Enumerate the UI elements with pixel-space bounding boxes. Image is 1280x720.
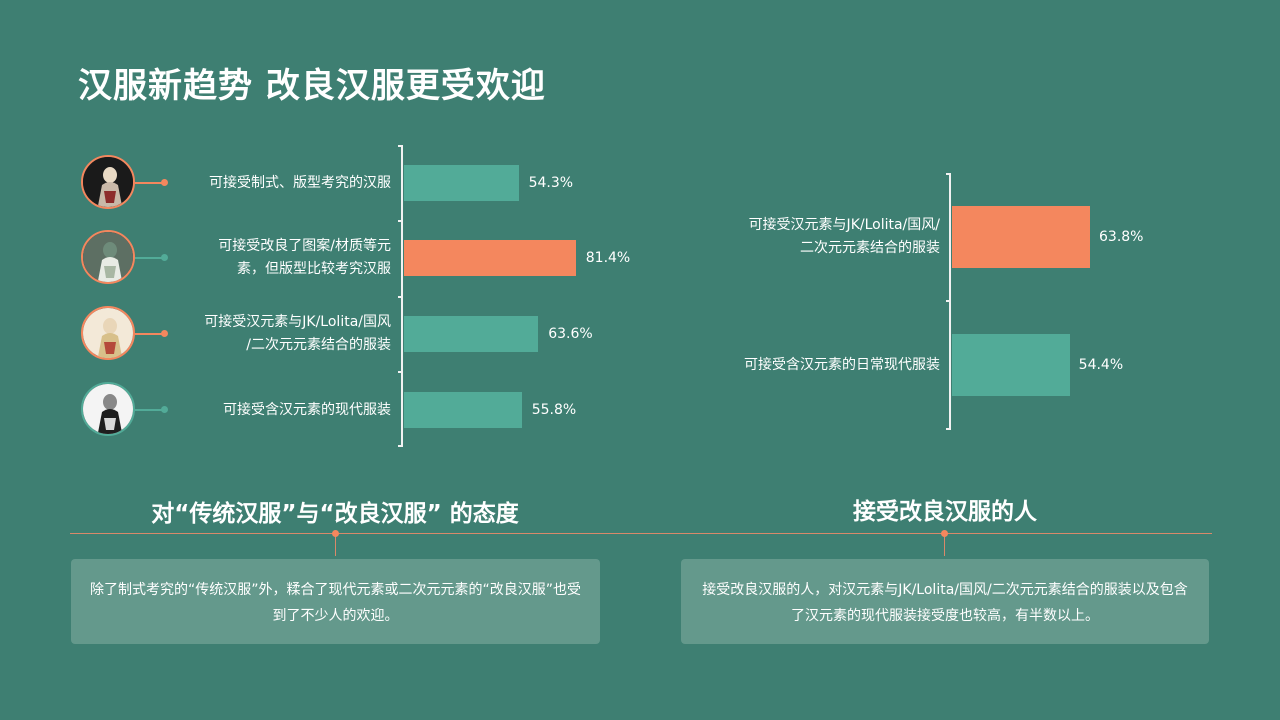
bar-category-label-line: 素，但版型比较考究汉服 [237, 261, 391, 277]
page-title: 汉服新趋势 改良汉服更受欢迎 [78, 66, 546, 106]
left-axis-tick [398, 296, 403, 298]
bar-value-label: 55.8% [531, 402, 577, 418]
bar-category-label: 可接受含汉元素的日常现代服装 [744, 354, 940, 377]
bar [952, 334, 1070, 396]
bar-value-label: 54.3% [528, 175, 574, 191]
section-heading-attitude: 对“传统汉服”与“改良汉服” 的态度 [151, 501, 519, 527]
bar-value-label: 63.8% [1099, 229, 1144, 245]
bar-category-label-line: 可接受含汉元素的现代服装 [223, 401, 391, 418]
bar-category-label: 可接受汉元素与JK/Lolita/国风/二次元元素结合的服装 [204, 311, 391, 357]
hanfu-photo-4-icon [81, 382, 135, 436]
section-heading-accept: 接受改良汉服的人 [853, 499, 1037, 525]
bar-value-label: 81.4% [585, 250, 631, 266]
hanfu-photo-1-icon [81, 155, 135, 209]
left-axis-tick [398, 371, 403, 373]
avatar-connector [135, 257, 163, 259]
avatar-connector [135, 182, 163, 184]
bar-category-label-line: /二次元元素结合的服装 [246, 337, 391, 353]
bar-value-label: 54.4% [1078, 357, 1124, 373]
avatar-connector-dot [161, 179, 168, 186]
avatar-connector [135, 333, 163, 335]
left-axis-tick [398, 145, 403, 147]
bar-category-label: 可接受含汉元素的现代服装 [223, 399, 391, 422]
left-axis-tick [398, 220, 403, 222]
avatar-connector-dot [161, 330, 168, 337]
right-axis-tick [946, 173, 951, 175]
bar-category-label: 可接受制式、版型考究的汉服 [209, 172, 391, 195]
avatar-connector [135, 409, 163, 411]
bar [404, 392, 522, 428]
left-axis-tick [398, 445, 403, 447]
summary-box-attitude: 除了制式考究的“传统汉服”外，糅合了现代元素或二次元元素的“改良汉服”也受到了不… [71, 559, 600, 644]
right-axis-tick [946, 300, 951, 302]
bar [404, 316, 539, 352]
timeline-connector-left [335, 536, 336, 556]
bar-category-label-line: 可接受含汉元素的日常现代服装 [744, 356, 940, 373]
right-axis-tick [946, 428, 951, 430]
timeline-dot-left [332, 530, 339, 537]
avatar-connector-dot [161, 406, 168, 413]
bar-category-label-line: 可接受汉元素与JK/Lolita/国风/ [748, 217, 940, 233]
timeline-divider [70, 533, 1212, 534]
bar [404, 165, 519, 201]
timeline-dot-right [941, 530, 948, 537]
hanfu-photo-2-icon [81, 230, 135, 284]
avatar-connector-dot [161, 254, 168, 261]
bar-category-label-line: 二次元元素结合的服装 [800, 240, 940, 256]
bar [952, 206, 1090, 268]
bar-category-label-line: 可接受改良了图案/材质等元 [218, 238, 391, 254]
bar-value-label: 63.6% [548, 326, 593, 342]
timeline-connector-right [944, 536, 945, 556]
bar [404, 240, 576, 276]
hanfu-photo-3-icon [81, 306, 135, 360]
bar-category-label-line: 可接受制式、版型考究的汉服 [209, 174, 391, 191]
bar-category-label: 可接受汉元素与JK/Lolita/国风/二次元元素结合的服装 [749, 214, 940, 260]
bar-category-label-line: 可接受汉元素与JK/Lolita/国风 [204, 314, 391, 330]
bar-category-label: 可接受改良了图案/材质等元素，但版型比较考究汉服 [218, 235, 391, 281]
summary-box-accept: 接受改良汉服的人，对汉元素与JK/Lolita/国风/二次元元素结合的服装以及包… [681, 559, 1209, 644]
